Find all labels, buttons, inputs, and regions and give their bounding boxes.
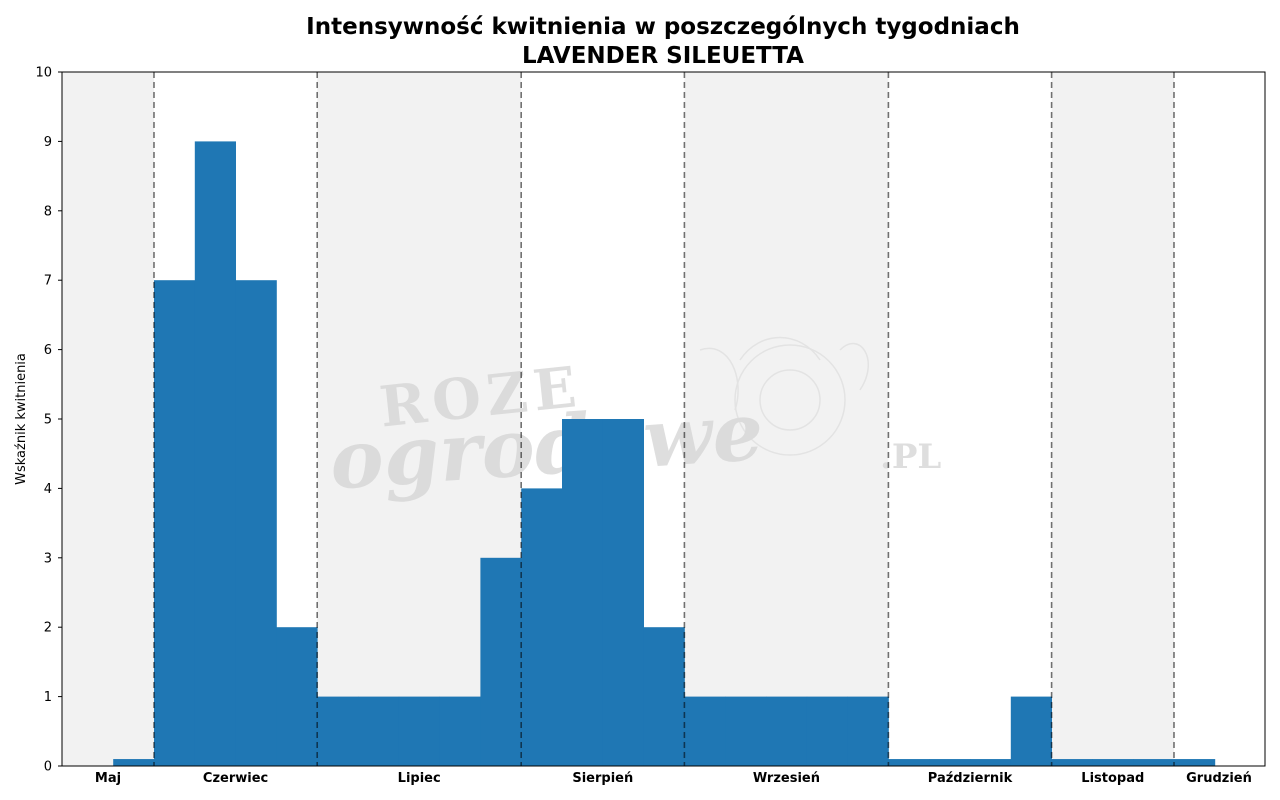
bar bbox=[766, 696, 808, 766]
bar bbox=[725, 696, 767, 766]
month-label: Grudzień bbox=[1186, 771, 1252, 786]
bar bbox=[847, 696, 889, 766]
chart-title: Intensywność kwitnienia w poszczególnych… bbox=[306, 14, 1020, 40]
bar bbox=[929, 759, 971, 766]
month-label: Listopad bbox=[1081, 771, 1144, 786]
y-tick-label: 6 bbox=[44, 343, 52, 358]
month-label: Październik bbox=[928, 771, 1013, 786]
bar bbox=[276, 627, 318, 766]
bar bbox=[1174, 759, 1216, 766]
y-tick-label: 3 bbox=[44, 551, 52, 566]
watermark-suffix: .PL bbox=[880, 437, 941, 477]
month-band bbox=[1051, 72, 1174, 766]
bar bbox=[154, 280, 196, 766]
bar bbox=[194, 141, 236, 766]
bar bbox=[888, 759, 930, 766]
bar bbox=[521, 488, 563, 766]
month-band bbox=[684, 72, 889, 766]
y-axis-label: Wskaźnik kwitnienia bbox=[14, 353, 29, 485]
bar bbox=[684, 696, 726, 766]
bar bbox=[358, 696, 400, 766]
bar bbox=[1133, 759, 1175, 766]
bar bbox=[398, 696, 440, 766]
month-label: Lipiec bbox=[398, 771, 441, 786]
bar bbox=[1010, 696, 1052, 766]
flower-icon bbox=[699, 336, 869, 456]
month-label: Wrzesień bbox=[753, 771, 820, 786]
y-tick-label: 10 bbox=[35, 66, 52, 81]
y-tick-label: 0 bbox=[44, 760, 52, 775]
bar bbox=[235, 280, 277, 766]
y-tick-label: 7 bbox=[44, 274, 52, 289]
month-dividers bbox=[153, 72, 1175, 766]
month-band bbox=[62, 72, 154, 766]
bar bbox=[317, 696, 359, 766]
y-tick-label: 9 bbox=[44, 135, 52, 150]
bar bbox=[970, 759, 1012, 766]
month-label: Maj bbox=[95, 771, 121, 786]
bar bbox=[806, 696, 848, 766]
bar bbox=[643, 627, 685, 766]
chart-subtitle: LAVENDER SILEUETTA bbox=[522, 43, 804, 69]
bar bbox=[439, 696, 481, 766]
bar bbox=[1092, 759, 1134, 766]
x-axis-month-labels: Maj Czerwiec Lipiec Sierpień Wrzesień Paździe… bbox=[95, 771, 1252, 786]
bar bbox=[602, 419, 644, 766]
month-label: Sierpień bbox=[572, 771, 633, 786]
bar bbox=[1051, 759, 1093, 766]
month-bands bbox=[62, 72, 1174, 766]
bar bbox=[113, 759, 155, 766]
y-tick-label: 1 bbox=[44, 690, 52, 705]
y-tick-label: 4 bbox=[44, 482, 52, 497]
bar bbox=[562, 419, 604, 766]
watermark-logo: ROZE ogrodowe .PL bbox=[327, 336, 941, 508]
y-tick-label: 2 bbox=[44, 621, 52, 636]
bar bbox=[480, 557, 522, 766]
y-axis-ticks: 0 1 2 3 4 5 6 7 8 9 10 bbox=[35, 66, 62, 775]
y-tick-label: 5 bbox=[44, 413, 52, 428]
month-label: Czerwiec bbox=[203, 771, 268, 786]
bars bbox=[113, 141, 1216, 766]
y-tick-label: 8 bbox=[44, 204, 52, 219]
